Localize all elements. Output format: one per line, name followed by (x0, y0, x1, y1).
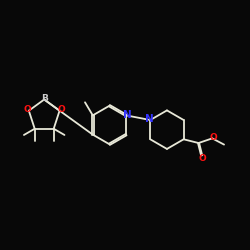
Text: N: N (145, 114, 154, 124)
Text: O: O (198, 154, 206, 163)
Text: N: N (123, 110, 132, 120)
Text: B: B (41, 94, 48, 103)
Text: O: O (210, 133, 217, 142)
Text: O: O (24, 105, 31, 114)
Text: O: O (57, 105, 65, 114)
